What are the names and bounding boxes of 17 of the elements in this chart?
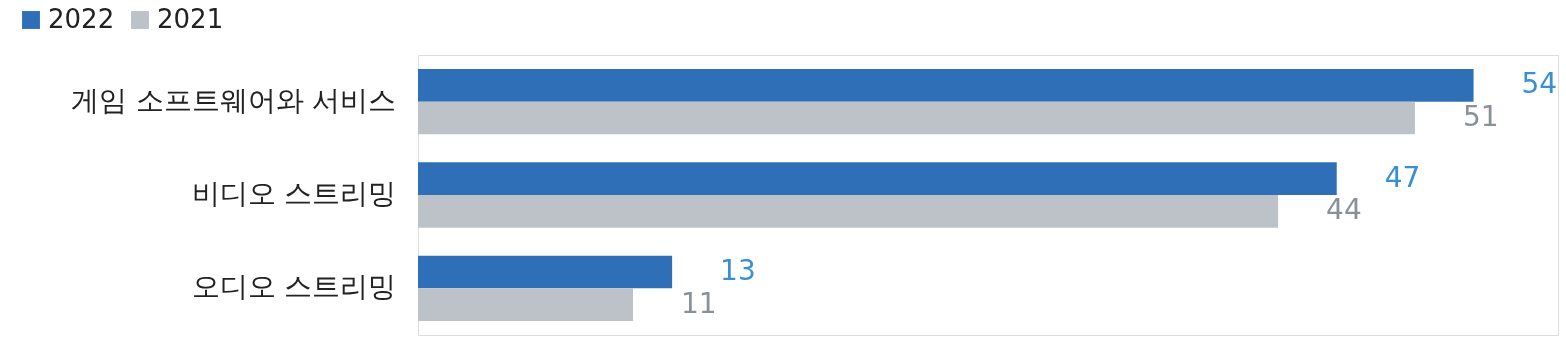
y-tick-label: 오디오 스트리밍 <box>191 270 397 304</box>
bar <box>418 195 1279 228</box>
y-tick-label: 게임 소프트웨어와 서비스 <box>70 83 397 117</box>
data-label: 44 <box>1326 193 1362 227</box>
bar <box>418 255 673 289</box>
bar <box>418 288 634 321</box>
bar <box>418 101 1415 135</box>
data-label: 51 <box>1462 100 1499 133</box>
legend-label: 2021 <box>157 4 224 34</box>
data-label: 54 <box>1521 67 1558 101</box>
bar <box>418 69 1474 102</box>
data-label: 47 <box>1384 160 1421 194</box>
data-label: 11 <box>681 286 717 320</box>
y-tick-label: 비디오 스트리밍 <box>191 177 397 210</box>
legend-label: 2022 <box>48 4 115 34</box>
data-label: 13 <box>720 254 756 287</box>
bar <box>418 162 1337 195</box>
